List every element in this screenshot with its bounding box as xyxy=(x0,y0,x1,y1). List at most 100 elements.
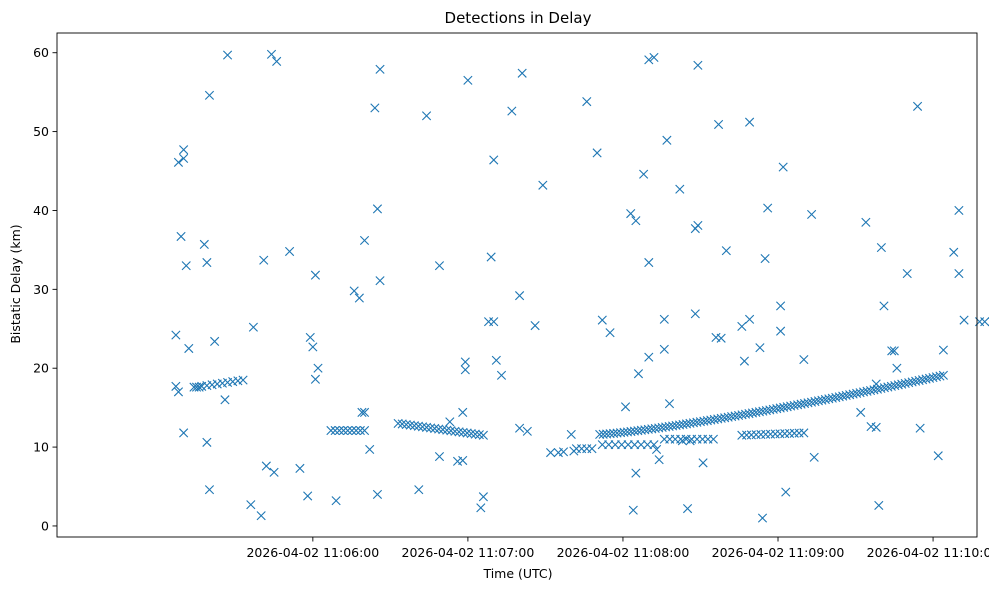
detection-point xyxy=(633,369,644,379)
detection-point xyxy=(310,374,321,384)
detection-point xyxy=(347,425,357,436)
detection-point xyxy=(649,52,659,63)
detection-point xyxy=(375,276,385,286)
detection-point xyxy=(370,103,380,113)
detection-point xyxy=(737,321,747,331)
x-tick-label: 2026-04-02 11:07:00 xyxy=(402,545,535,560)
detection-point xyxy=(959,315,969,325)
y-tick-label: 60 xyxy=(33,45,49,60)
detection-point xyxy=(690,309,700,319)
detection-point xyxy=(460,357,470,367)
detection-point xyxy=(744,117,755,127)
detection-point xyxy=(478,430,488,440)
detection-point xyxy=(642,440,653,450)
detection-point xyxy=(313,363,323,373)
detection-point xyxy=(799,428,809,438)
detection-point xyxy=(874,500,884,511)
detection-point xyxy=(716,333,726,343)
detection-point xyxy=(179,153,189,163)
detection-point xyxy=(359,235,370,246)
detection-point xyxy=(199,239,209,249)
detection-point xyxy=(434,261,445,271)
detection-point xyxy=(856,407,866,417)
detection-point xyxy=(259,255,269,265)
detection-point xyxy=(620,402,631,412)
detection-point xyxy=(595,429,605,440)
x-axis-ticks: 2026-04-02 11:06:00 2026-04-02 11:07:00 20… xyxy=(246,537,989,560)
detection-point xyxy=(938,345,948,355)
detection-point xyxy=(626,209,636,219)
detection-point xyxy=(446,426,456,436)
detection-point xyxy=(460,365,470,375)
detection-point xyxy=(442,425,452,435)
detection-point xyxy=(434,451,445,462)
detection-point xyxy=(489,155,499,165)
detection-point xyxy=(904,378,914,388)
detection-point xyxy=(522,426,532,436)
detection-point xyxy=(426,423,436,433)
detection-point xyxy=(799,354,809,365)
detection-point xyxy=(355,425,365,436)
detection-point xyxy=(248,322,258,332)
detection-point xyxy=(458,407,468,417)
detection-point xyxy=(876,242,886,253)
detection-point xyxy=(629,440,640,450)
x-tick-label: 2026-04-02 11:08:00 xyxy=(557,545,690,560)
detection-point xyxy=(713,119,724,130)
detection-point xyxy=(179,145,189,155)
detection-point xyxy=(776,301,786,311)
detection-point xyxy=(644,55,654,65)
detection-point xyxy=(892,363,902,373)
detection-point xyxy=(359,407,370,417)
detection-point xyxy=(462,428,472,438)
detection-point xyxy=(887,346,897,356)
detection-point xyxy=(902,268,912,279)
detection-point xyxy=(421,111,432,121)
detection-point xyxy=(954,205,964,216)
detection-point xyxy=(430,423,440,434)
detection-point xyxy=(721,246,731,256)
x-tick-label: 2026-04-02 11:09:00 xyxy=(712,545,845,560)
detection-point xyxy=(194,382,204,392)
detection-point xyxy=(331,496,341,506)
detection-point xyxy=(662,135,672,145)
detection-point xyxy=(949,247,959,257)
detection-point xyxy=(514,423,525,433)
detection-point xyxy=(517,68,527,78)
detection-point xyxy=(907,377,917,387)
detection-point xyxy=(334,425,344,436)
detection-point xyxy=(654,455,664,465)
detection-point xyxy=(507,106,517,116)
detection-point xyxy=(935,371,945,381)
plot-frame xyxy=(56,32,978,538)
detection-point xyxy=(308,342,318,352)
detection-point xyxy=(631,216,641,226)
detection-point xyxy=(272,56,282,66)
detection-point xyxy=(256,511,266,521)
detection-point xyxy=(222,50,233,60)
detection-point xyxy=(354,293,364,303)
detection-point xyxy=(644,257,654,268)
detection-point xyxy=(757,513,768,523)
detection-point xyxy=(649,440,659,450)
detection-point xyxy=(755,343,765,353)
detection-point xyxy=(605,328,615,338)
detection-point xyxy=(173,387,184,397)
detection-point xyxy=(597,440,607,450)
detection-point xyxy=(171,381,181,391)
detection-point xyxy=(179,428,189,438)
detection-point xyxy=(486,252,496,262)
detection-point xyxy=(917,375,928,385)
detection-point xyxy=(414,485,424,495)
detection-point xyxy=(466,428,476,439)
detection-point xyxy=(698,458,708,468)
detection-point xyxy=(558,447,569,457)
detection-point xyxy=(489,317,499,327)
detection-point xyxy=(610,440,620,450)
detection-point xyxy=(915,423,925,433)
detection-point xyxy=(357,407,367,417)
detection-point xyxy=(349,286,359,296)
detection-point xyxy=(204,90,215,100)
x-tick-label: 2026-04-02 11:10:00 xyxy=(867,545,989,560)
